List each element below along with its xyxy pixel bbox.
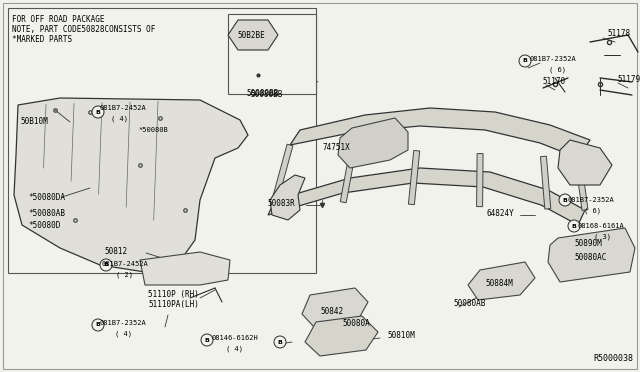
- Text: B: B: [278, 340, 282, 344]
- Circle shape: [559, 194, 571, 206]
- Text: 081B7-2352A: 081B7-2352A: [100, 320, 147, 326]
- Polygon shape: [575, 158, 588, 211]
- Text: 51178: 51178: [607, 29, 630, 38]
- Text: B: B: [523, 58, 527, 64]
- Polygon shape: [408, 150, 420, 205]
- Text: 081B7-2352A: 081B7-2352A: [529, 56, 576, 62]
- FancyBboxPatch shape: [3, 3, 637, 369]
- Text: 081B7-2452A: 081B7-2452A: [102, 261, 148, 267]
- Text: B: B: [95, 109, 100, 115]
- FancyBboxPatch shape: [228, 14, 316, 94]
- Text: 08168-6161A: 08168-6161A: [577, 223, 624, 229]
- Text: 081B7-2352A: 081B7-2352A: [567, 197, 614, 203]
- Text: ( 3): ( 3): [594, 234, 611, 240]
- Text: *50080B: *50080B: [138, 127, 168, 133]
- Polygon shape: [270, 175, 305, 220]
- Polygon shape: [548, 228, 635, 282]
- Text: 50810M: 50810M: [387, 331, 415, 340]
- Text: R5000038: R5000038: [593, 354, 633, 363]
- Polygon shape: [340, 147, 356, 203]
- Text: B: B: [104, 263, 108, 267]
- Text: NOTE, PART CODE50828CONSISTS OF: NOTE, PART CODE50828CONSISTS OF: [12, 25, 156, 34]
- Polygon shape: [268, 168, 585, 225]
- Text: 50812: 50812: [105, 247, 128, 257]
- Text: ( 4): ( 4): [226, 346, 243, 352]
- Text: 50080BB: 50080BB: [250, 90, 282, 99]
- Text: FOR OFF ROAD PACKAGE: FOR OFF ROAD PACKAGE: [12, 15, 104, 24]
- Text: B: B: [95, 323, 100, 327]
- Text: 50080AC: 50080AC: [574, 253, 606, 262]
- Text: 08146-6162H: 08146-6162H: [211, 335, 258, 341]
- Polygon shape: [14, 98, 248, 272]
- Text: *50080AB: *50080AB: [28, 209, 65, 218]
- Text: 64824Y: 64824Y: [486, 208, 514, 218]
- Text: 51110PA(LH): 51110PA(LH): [148, 301, 199, 310]
- Text: 50083R: 50083R: [268, 199, 295, 208]
- Text: 50080AB: 50080AB: [453, 298, 485, 308]
- Circle shape: [519, 55, 531, 67]
- Polygon shape: [540, 156, 551, 209]
- Text: *50080DA: *50080DA: [28, 192, 65, 202]
- Circle shape: [92, 319, 104, 331]
- Text: 50842: 50842: [320, 307, 343, 315]
- Polygon shape: [468, 262, 535, 300]
- Polygon shape: [305, 316, 378, 356]
- Polygon shape: [272, 144, 293, 201]
- Text: 51110P (RH): 51110P (RH): [148, 289, 199, 298]
- Circle shape: [100, 259, 112, 271]
- Text: 74751X: 74751X: [323, 144, 350, 153]
- Text: B: B: [205, 337, 209, 343]
- Text: *50080D: *50080D: [28, 221, 60, 230]
- Text: 51170: 51170: [542, 77, 565, 86]
- Text: ( 4): ( 4): [111, 116, 128, 122]
- Polygon shape: [477, 154, 483, 206]
- Polygon shape: [338, 118, 408, 168]
- Text: ( 4): ( 4): [115, 331, 132, 337]
- Circle shape: [568, 220, 580, 232]
- Text: ( 2): ( 2): [116, 272, 133, 278]
- Circle shape: [92, 106, 104, 118]
- Polygon shape: [228, 20, 278, 50]
- Text: 50080A: 50080A: [342, 318, 370, 327]
- Text: 081B7-2452A: 081B7-2452A: [99, 105, 146, 111]
- Text: ( 6): ( 6): [549, 67, 566, 73]
- Circle shape: [274, 336, 286, 348]
- Text: *MARKED PARTS: *MARKED PARTS: [12, 35, 72, 44]
- Text: 50884M: 50884M: [485, 279, 513, 288]
- Polygon shape: [558, 140, 612, 185]
- Polygon shape: [290, 108, 590, 158]
- Text: 50B10M: 50B10M: [20, 118, 48, 126]
- Text: ( 6): ( 6): [584, 208, 601, 214]
- Circle shape: [201, 334, 213, 346]
- Polygon shape: [140, 252, 230, 285]
- Polygon shape: [302, 288, 368, 328]
- Text: B: B: [563, 198, 568, 202]
- Text: B: B: [572, 224, 577, 228]
- Text: 50890M: 50890M: [574, 238, 602, 247]
- Text: 50080BB: 50080BB: [246, 89, 278, 97]
- Text: 50B2BE: 50B2BE: [237, 32, 265, 41]
- FancyBboxPatch shape: [8, 8, 316, 273]
- Text: 51179: 51179: [617, 76, 640, 84]
